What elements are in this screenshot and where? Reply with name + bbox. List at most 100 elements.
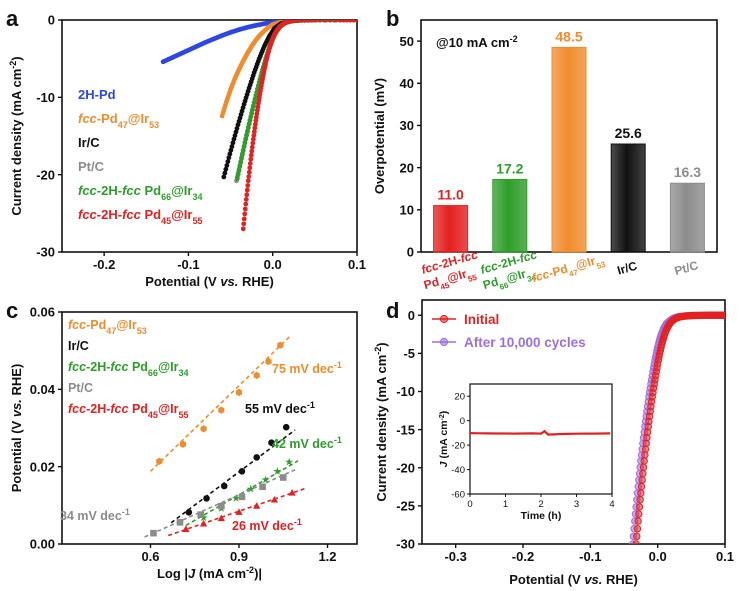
data-point [249,148,255,154]
x-tick-label: 0.0 [649,549,667,564]
data-point [227,151,233,157]
bar-value-label: 25.6 [615,125,642,141]
data-point [261,475,270,484]
y-tick-label: -30 [396,537,415,552]
data-point [245,125,251,131]
data-point [242,206,248,212]
panel-label-c: c [6,298,18,323]
data-point [238,160,244,165]
y-tick-label: 0.04 [30,382,56,397]
data-point [259,483,266,491]
series-1 [170,423,296,524]
data-point [636,496,644,504]
data-point [230,140,236,146]
data-point [236,168,242,173]
legend-entry: Ir/C [68,339,89,353]
condition-annotation: @10 mA cm-2 [436,34,518,50]
data-point [247,165,253,171]
data-point [240,148,246,154]
data-point [185,508,193,516]
data-point [237,164,243,169]
x-tick-label: 0.0 [264,257,282,272]
fit-line [170,429,296,524]
y-tick-label: 50 [400,34,414,49]
inset-y-axis-label: J (mA cm-2) [438,411,450,468]
data-point [270,495,279,503]
data-point [312,20,318,23]
data-point [234,176,240,181]
data-point [253,454,260,461]
y-tick-label: -15 [396,422,415,437]
data-point [285,457,294,466]
data-point [246,174,252,179]
bar-value-label: 17.2 [496,160,523,176]
y-axis-label: Overpotential (mV) [372,78,387,194]
data-point [182,525,190,532]
data-point [243,197,249,202]
slope-label: 26 mV dec-1 [232,517,302,533]
series-1 [219,20,357,119]
y-tick-label: 40 [400,76,414,91]
data-point [249,144,255,150]
y-tick-label: -10 [36,90,55,105]
data-point [226,155,232,161]
x-tick-label: 3 [574,499,579,510]
data-point [197,511,204,518]
panel-c: 0.6 0.9 1.2 0.00 0.02 0.04 0.06 Log |J (mA cm-2… [9,305,358,581]
slope-label: 55 mV dec-1 [245,400,315,416]
x-tick-label: 0.6 [141,549,159,564]
bar [492,178,528,253]
plot-frame [61,19,358,253]
bar [610,143,646,253]
data-point [244,187,250,193]
data-point [245,129,250,135]
y-tick-label: 0 [460,416,465,427]
legend-entry: fcc-2H-fcc Pd66@Ir34 [78,183,203,202]
data-point [228,147,234,153]
category-label: Pd45@Ir55 [422,264,478,296]
y-tick-label: -20 [396,460,415,475]
legend-entry: Ir/C [78,135,100,150]
data-point [235,172,241,177]
data-point [288,489,296,496]
series-1 [629,311,725,544]
y-tick-label: 0 [408,308,415,323]
data-point [247,161,253,166]
data-point [241,221,247,227]
data-point [241,216,247,222]
y-tick-label: 30 [400,118,414,133]
legend-entry: 2H-Pd [78,87,116,102]
legend-entry: Pt/C [68,381,93,395]
data-point [200,425,207,433]
category-label: fcc-2H-fcc [420,247,480,277]
y-tick-label: -30 [36,245,55,260]
data-point [176,519,184,526]
panel-label-d: d [386,298,399,323]
data-point [246,169,252,175]
y-tick-label: -25 [396,499,415,514]
data-point [223,166,229,172]
data-point [317,20,323,23]
bar-value-label: 48.5 [555,28,582,44]
y-tick-label: 0.00 [30,537,55,552]
legend-entry: fcc-2H-fcc Pd66@Ir34 [68,360,188,378]
data-point [241,144,247,150]
panel-d: -0.3 -0.2 -0.1 0.0 0.1 -30 -25 -20 -15 -10 -5 0 Pote… [373,299,734,587]
y-tick-label: 0 [407,245,414,260]
data-point [243,201,249,207]
panel-label-a: a [6,6,19,31]
x-tick-label: 1 [503,499,508,510]
data-point [218,406,225,414]
legend-entry: fcc-2H-fcc Pd45@Ir55 [68,402,188,420]
inset-frame [469,383,613,495]
category-label: fcc-2H-fcc [479,247,539,277]
data-point [253,502,261,509]
data-point [250,136,256,142]
legend-marker [439,337,449,347]
data-point [242,211,248,217]
slope-label: 75 mV dec-1 [272,360,342,376]
data-point [243,136,249,142]
category-label: Ir/C [616,259,639,278]
data-point [248,152,254,158]
y-tick-label: 0.02 [30,459,55,474]
